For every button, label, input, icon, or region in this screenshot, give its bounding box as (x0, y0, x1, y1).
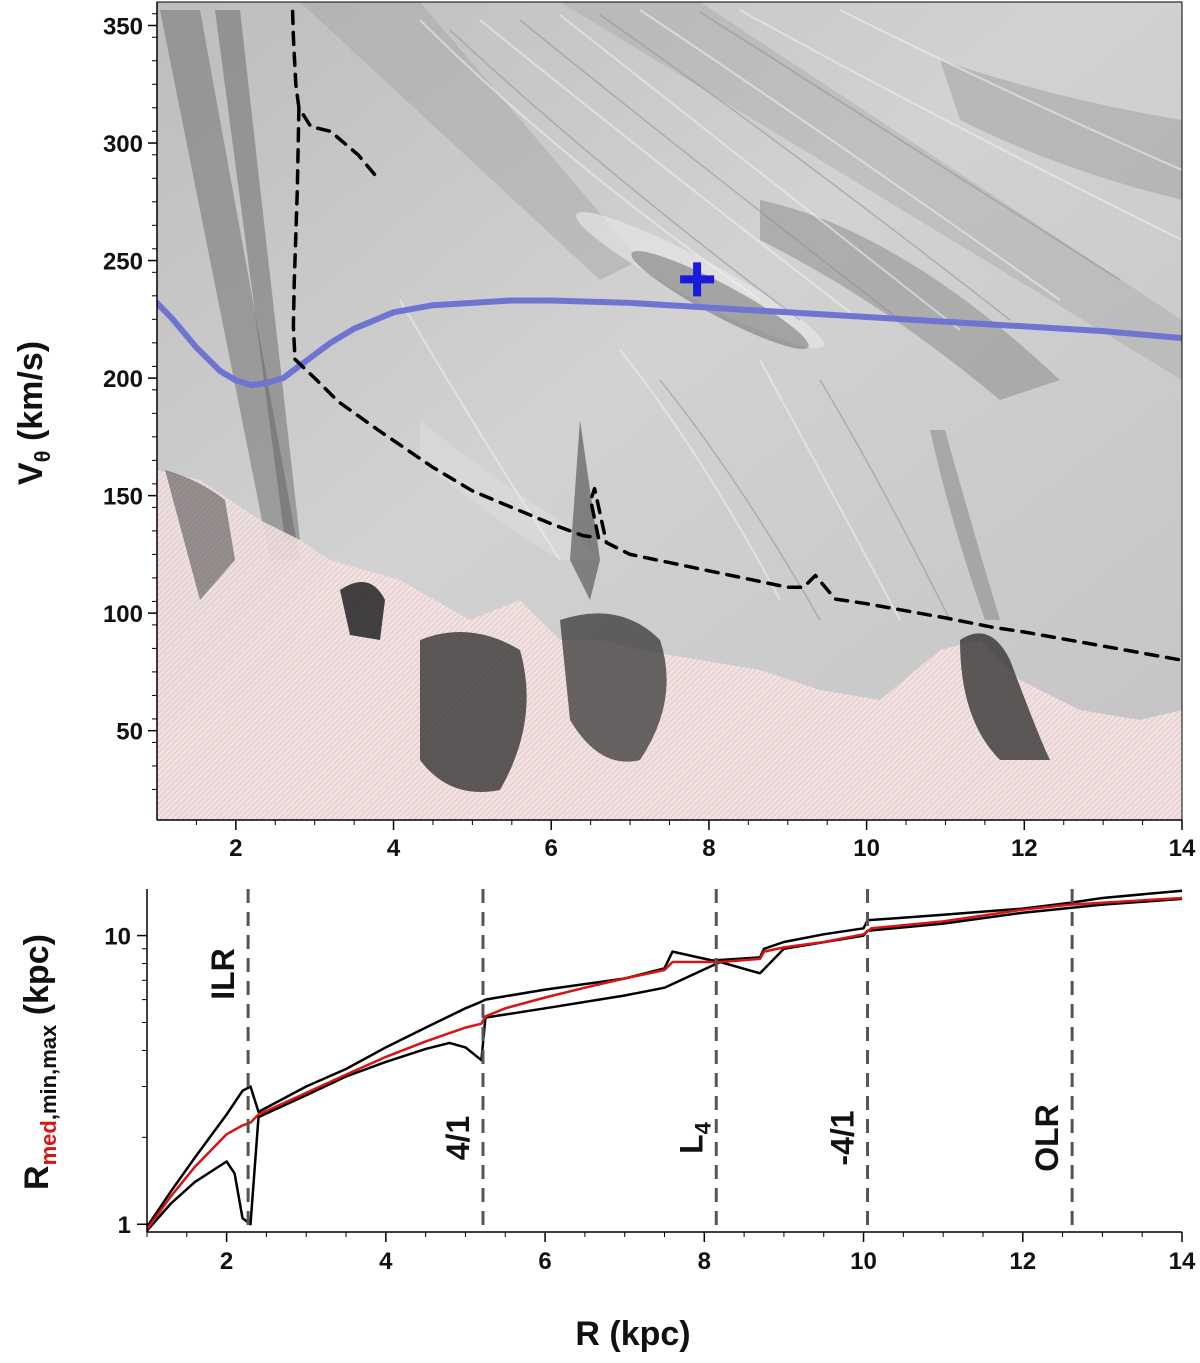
bottom-y-tick-label: 1 (118, 1212, 131, 1239)
median-radius-line (145, 896, 1183, 1231)
bottom-axes-layer: 1 10 2 4 6 8 10 12 14 (104, 924, 1196, 1275)
resonance-label: OLR (1029, 1104, 1065, 1172)
top-y-tick-label: 150 (103, 484, 143, 511)
top-x-tick-label: 2 (229, 835, 242, 862)
top-x-tick-label: 8 (702, 835, 715, 862)
top-markers-layer (680, 262, 715, 297)
resonance-label: L4 (673, 1121, 715, 1154)
top-series-layer (157, 9, 1182, 662)
top-x-tick-label: 12 (1011, 835, 1038, 862)
bottom-y-axis-title: Rmed,min,max (kpc) (18, 934, 61, 1190)
top-y-tick-label: 300 (103, 131, 143, 158)
top-y-axis-title: Vθ (km/s) (12, 341, 55, 485)
top-x-tick-label: 14 (1169, 835, 1196, 862)
min-radius-line (146, 897, 1183, 1232)
bottom-x-tick-label: 6 (538, 1248, 551, 1275)
top-axes-layer: 50 100 150 200 250 300 350 2 4 6 8 10 12 14 (103, 13, 1196, 862)
rotation-curve-line (157, 297, 1182, 389)
sun-position-marker (680, 262, 715, 297)
bottom-x-tick-label: 14 (1169, 1248, 1196, 1275)
dashed-boundary-line-3 (293, 357, 1182, 662)
resonance-label: 4/1 (440, 1116, 476, 1160)
top-panel: 50 100 150 200 250 300 350 2 4 6 8 10 12 14 Vθ (km/s) (12, 1, 1196, 862)
phase-space-density-map (157, 2, 1182, 820)
dashed-boundary-line-1 (290, 9, 380, 181)
bottom-panel: ILR 4/1 L4 -4/1 OLR 1 10 2 4 6 8 10 12 14 R (kpc) Rm… (18, 889, 1196, 1353)
top-y-tick-label: 200 (103, 366, 143, 393)
top-x-tick-label: 10 (853, 835, 880, 862)
top-y-tick-label: 50 (116, 719, 143, 746)
dashed-boundary-line-2 (291, 106, 301, 362)
resonance-label: -4/1 (825, 1110, 861, 1165)
bottom-x-tick-label: 8 (698, 1248, 711, 1275)
top-x-tick-label: 4 (387, 835, 401, 862)
resonance-label: ILR (205, 948, 241, 1000)
top-y-tick-label: 250 (103, 249, 143, 276)
bottom-series-layer (145, 889, 1183, 1232)
bottom-x-tick-label: 2 (220, 1248, 233, 1275)
bottom-x-tick-label: 10 (850, 1248, 877, 1275)
bottom-x-tick-label: 4 (379, 1248, 393, 1275)
top-y-tick-label: 100 (103, 601, 143, 628)
bottom-x-tick-label: 12 (1009, 1248, 1036, 1275)
bottom-x-axis-title: R (kpc) (575, 1315, 690, 1353)
top-y-tick-label: 350 (103, 14, 143, 41)
max-radius-line (145, 889, 1183, 1228)
top-x-tick-label: 6 (545, 835, 558, 862)
bottom-y-tick-label: 10 (104, 924, 131, 951)
resonance-lines-layer: ILR 4/1 L4 -4/1 OLR (205, 889, 1074, 1227)
